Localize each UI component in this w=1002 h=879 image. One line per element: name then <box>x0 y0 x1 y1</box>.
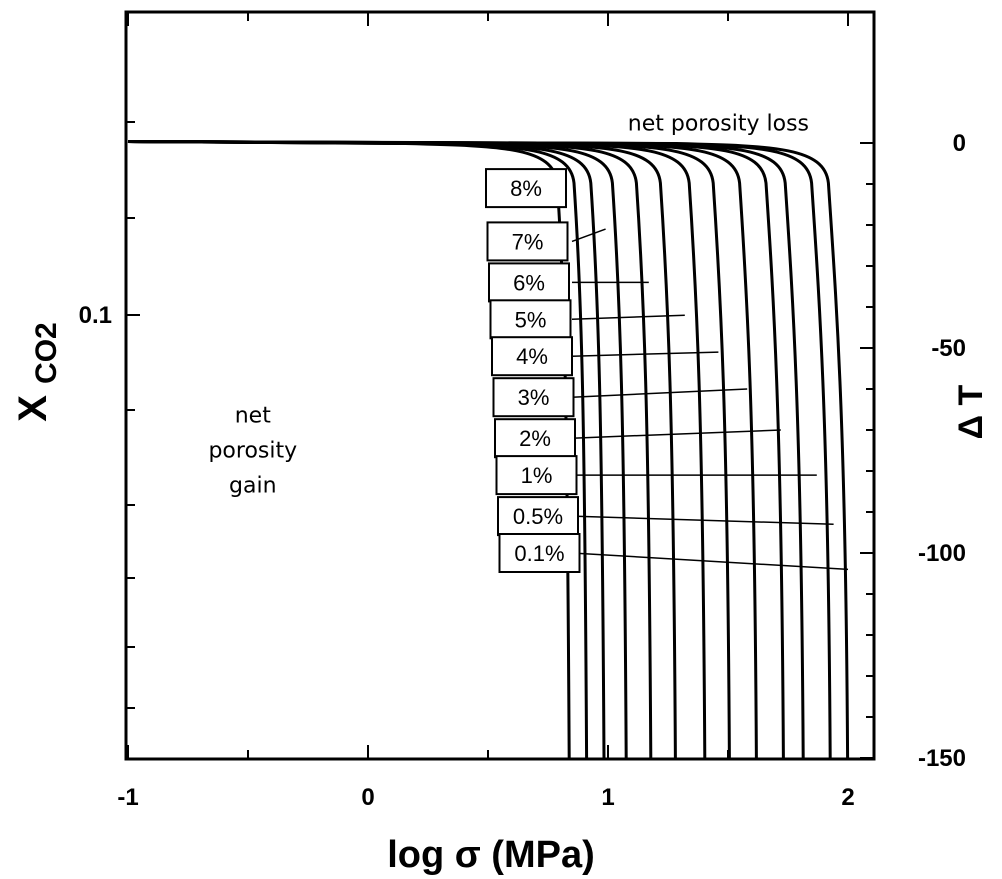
curves <box>127 140 850 760</box>
series-label: 4% <box>516 344 548 369</box>
y-axis-left-label-group: X CO2 <box>11 322 63 422</box>
annotation-line: net <box>235 404 271 429</box>
series-label: 7% <box>512 229 544 254</box>
y-right-tick-label: -50 <box>931 335 966 362</box>
series-label: 5% <box>515 307 547 332</box>
curve-11 <box>127 140 805 760</box>
tie-line-2pct <box>571 429 781 439</box>
svg-text:X CO2: X CO2 <box>11 322 63 422</box>
curve-13 <box>127 140 850 760</box>
x-axis-label: log σ (MPa) <box>387 834 595 876</box>
annotation-porosity-gain: net porosity gain <box>208 404 297 499</box>
series-label-box <box>492 377 575 418</box>
series-labels: 8% 7% 6% 5% 4% 3% 2% 1% 0.5% 0.1% <box>485 168 581 573</box>
series-label-box <box>491 336 573 377</box>
y-right-tick-label: -100 <box>918 540 966 567</box>
annotation-line: gain <box>229 474 277 499</box>
plot-frame <box>124 10 876 761</box>
x-tick-label: 1 <box>601 784 614 811</box>
tick-labels: -1 0 1 2 0.1 0 -50 -100 -150 <box>79 130 966 811</box>
series-label-box <box>498 533 581 573</box>
annotations: net porosity loss net porosity gain <box>208 112 809 499</box>
x-tick-label: 2 <box>841 784 854 811</box>
tie-line-0-5pct <box>571 515 834 526</box>
series-label: 6% <box>513 270 545 295</box>
y-right-tick-label: -150 <box>918 745 966 772</box>
curve-10 <box>127 140 785 760</box>
y-axis-right-label: Δ T <box>952 384 990 439</box>
annotation-porosity-loss: net porosity loss <box>628 112 809 137</box>
curve-3 <box>127 140 606 760</box>
series-label-box <box>488 262 570 303</box>
curve-5 <box>127 140 653 760</box>
x-tick-label: -1 <box>117 784 138 811</box>
y-axis-left-subscript: CO2 <box>30 322 63 384</box>
plot-area <box>124 10 876 761</box>
annotation-line: porosity <box>208 439 297 464</box>
tie-lines <box>571 228 849 571</box>
curve-7 <box>127 140 707 760</box>
y-right-tick-label: 0 <box>953 130 966 157</box>
curve-4 <box>127 140 628 760</box>
series-label: 0.1% <box>514 541 564 566</box>
curve-8 <box>127 140 731 760</box>
curve-6 <box>127 140 677 760</box>
series-label: 1% <box>521 463 553 488</box>
tie-line-4pct <box>571 351 719 357</box>
series-label: 0.5% <box>513 504 563 529</box>
tie-line-3pct <box>571 388 748 398</box>
tie-line-0-1pct <box>571 552 849 571</box>
series-label: 8% <box>510 176 542 201</box>
series-label-box <box>486 221 569 262</box>
ticks <box>126 12 874 759</box>
series-label-box <box>494 418 576 459</box>
y-axis-left-label: X <box>11 395 55 422</box>
tie-line-7pct <box>571 228 606 243</box>
series-label: 3% <box>518 385 550 410</box>
y-left-tick-label: 0.1 <box>79 302 112 329</box>
curve-9 <box>127 140 758 760</box>
x-tick-label: 0 <box>361 784 374 811</box>
series-label: 2% <box>519 426 551 451</box>
series-label-box <box>495 455 578 496</box>
series-label-box <box>485 168 567 209</box>
y-axis-right-label-group: Δ T <box>952 384 990 439</box>
series-label-box <box>489 299 572 340</box>
tie-line-5pct <box>571 314 685 321</box>
